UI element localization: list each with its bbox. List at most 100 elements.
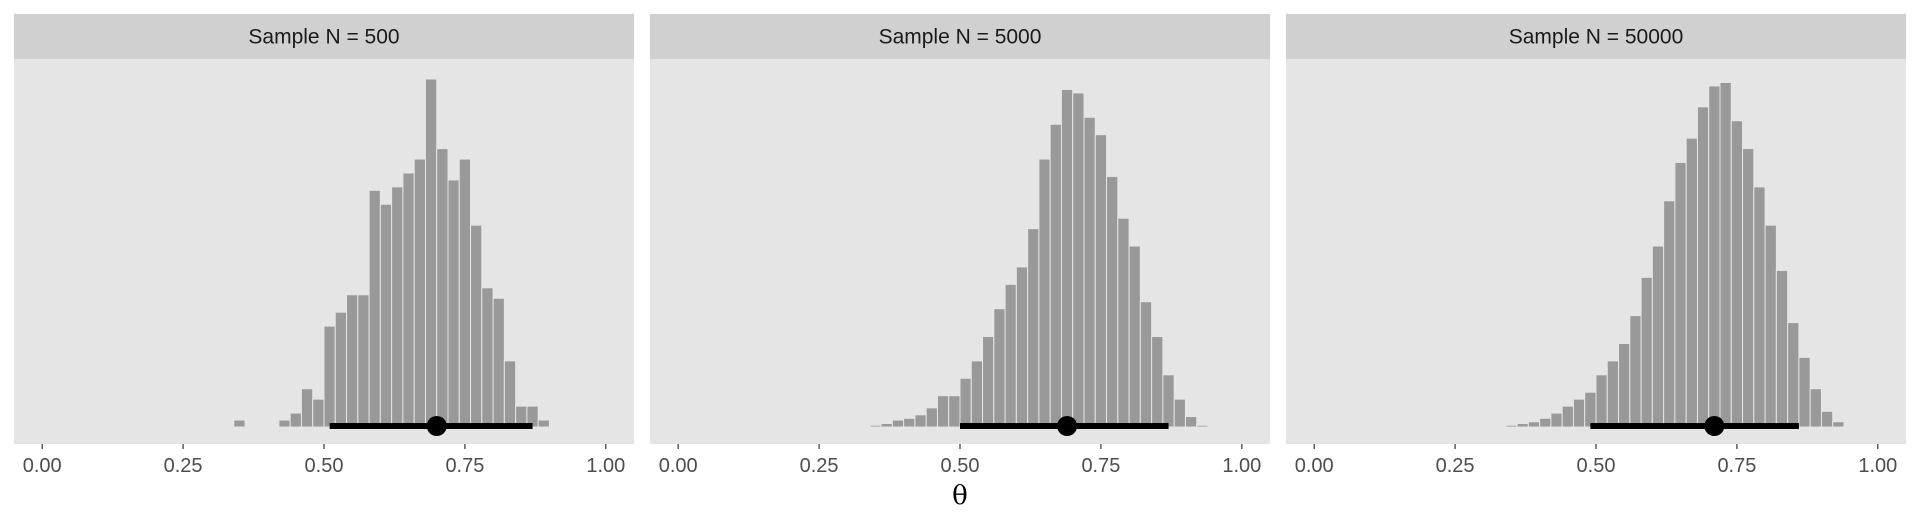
- histogram-bar: [424, 78, 438, 428]
- histogram-bar: [289, 412, 302, 428]
- x-tick-label: 0.25: [164, 455, 203, 477]
- histogram-bar: [1027, 228, 1040, 428]
- histogram-bar: [278, 419, 291, 428]
- histogram-bar: [1674, 162, 1687, 428]
- x-tick-label: 1.00: [586, 455, 625, 477]
- x-tick-label: 0.25: [1436, 455, 1475, 477]
- histogram-bar: [959, 377, 972, 428]
- histogram-bar: [1527, 421, 1541, 428]
- histogram-bar: [470, 224, 483, 428]
- x-tick-label: 0.75: [445, 455, 484, 477]
- histogram-bar: [1651, 245, 1665, 428]
- histogram-bar: [1832, 421, 1845, 428]
- histogram-bar: [300, 388, 314, 428]
- histogram-bar: [970, 360, 984, 428]
- histogram-bar: [993, 308, 1006, 428]
- histogram-bar: [436, 148, 449, 428]
- histogram-bar: [1151, 336, 1164, 428]
- histogram-bar: [1730, 120, 1744, 428]
- histogram-bar: [1106, 175, 1119, 428]
- x-axis-title: θ: [952, 481, 968, 511]
- histogram-bar: [1775, 269, 1789, 428]
- histogram-bar: [391, 186, 404, 428]
- histogram-bar: [1173, 398, 1186, 428]
- histogram-bar: [1550, 412, 1563, 428]
- histogram-bar: [1128, 245, 1141, 428]
- facet-strip: [1286, 14, 1906, 59]
- point-estimate-dot: [1057, 416, 1078, 436]
- histogram-bar: [481, 287, 494, 428]
- histogram-bar: [1708, 85, 1721, 428]
- panels-layer: Sample N = 5000.00 0.25 0.50 0.75 1.00Sample…: [14, 14, 1906, 477]
- histogram-bar: [1685, 137, 1698, 428]
- histogram-bar: [1015, 266, 1029, 428]
- histogram-bar: [537, 419, 550, 428]
- x-tick-label: 0.75: [1717, 455, 1756, 477]
- histogram-bar: [458, 158, 472, 428]
- histogram-bar: [1798, 356, 1811, 428]
- x-tick-label: 1.00: [1858, 455, 1897, 477]
- histogram-bar: [1083, 116, 1096, 428]
- histogram-bar: [891, 419, 905, 428]
- histogram-bar: [1505, 424, 1518, 428]
- histogram-bar: [323, 325, 336, 428]
- facet-strip: [650, 14, 1270, 59]
- histogram-bar: [1004, 283, 1017, 428]
- x-tick-label: 0.50: [1577, 455, 1616, 477]
- histogram-bar: [346, 294, 359, 428]
- histogram-bar: [880, 423, 893, 428]
- facet-panel: Sample N = 5000 0.00 0.25 0.50 0.75 1.00: [650, 14, 1270, 477]
- histogram-bar: [1787, 322, 1800, 428]
- histogram-bar: [936, 395, 950, 428]
- facet-title: Sample N = 50000: [1509, 26, 1684, 49]
- histogram-bar: [1162, 374, 1175, 428]
- point-estimate-dot: [426, 416, 447, 436]
- histogram-bar: [1139, 301, 1153, 428]
- x-tick-label: 0.50: [305, 455, 344, 477]
- x-tick-label: 0.00: [1295, 455, 1334, 477]
- point-estimate-dot: [1704, 416, 1725, 436]
- histogram-bar: [379, 203, 393, 428]
- histogram-bar: [1618, 342, 1631, 428]
- histogram-bar: [1584, 391, 1597, 428]
- x-tick-label: 0.00: [659, 455, 698, 477]
- histogram-bar: [447, 179, 460, 428]
- histogram-bar: [503, 360, 517, 428]
- histogram-bar: [1640, 276, 1653, 428]
- x-tick-label: 0.00: [23, 455, 62, 477]
- histogram-bar: [1663, 200, 1676, 428]
- histogram-bar: [368, 189, 381, 428]
- facet-strip: [14, 14, 634, 59]
- histogram-bar: [1606, 360, 1620, 428]
- histogram-bar: [1117, 217, 1130, 428]
- histogram-bar: [1572, 398, 1586, 428]
- histogram-bar: [1753, 186, 1766, 428]
- histogram-bar: [312, 398, 325, 428]
- histogram-bar: [402, 172, 415, 428]
- x-tick-label: 0.50: [941, 455, 980, 477]
- histogram-bar: [233, 419, 246, 428]
- histogram-bar: [914, 414, 927, 428]
- histogram-bar: [334, 311, 348, 428]
- histogram-bar: [1196, 424, 1209, 428]
- histogram-bar: [1820, 410, 1834, 428]
- x-tick-label: 0.25: [800, 455, 839, 477]
- histogram-bar: [357, 294, 370, 428]
- histogram-bar: [1719, 81, 1732, 428]
- histogram-bar: [903, 417, 916, 428]
- x-tick-label: 1.00: [1222, 455, 1261, 477]
- histogram-bar: [982, 336, 995, 428]
- histogram-bar: [1629, 315, 1642, 428]
- histogram-bar: [925, 407, 938, 428]
- facet-title: Sample N = 500: [248, 26, 399, 49]
- histogram-bar: [1764, 224, 1777, 428]
- facet-panel: Sample N = 500 0.00 0.25 0.50 0.75 1.00: [14, 14, 634, 477]
- histogram-bar: [1595, 374, 1608, 428]
- facet-title: Sample N = 5000: [879, 26, 1042, 49]
- histogram-bar: [948, 395, 961, 428]
- histogram-bar: [1184, 416, 1198, 428]
- histogram-bar: [1561, 405, 1574, 428]
- histogram-bar: [413, 158, 426, 428]
- histogram-bar: [1539, 417, 1552, 428]
- histogram-bar: [492, 297, 505, 428]
